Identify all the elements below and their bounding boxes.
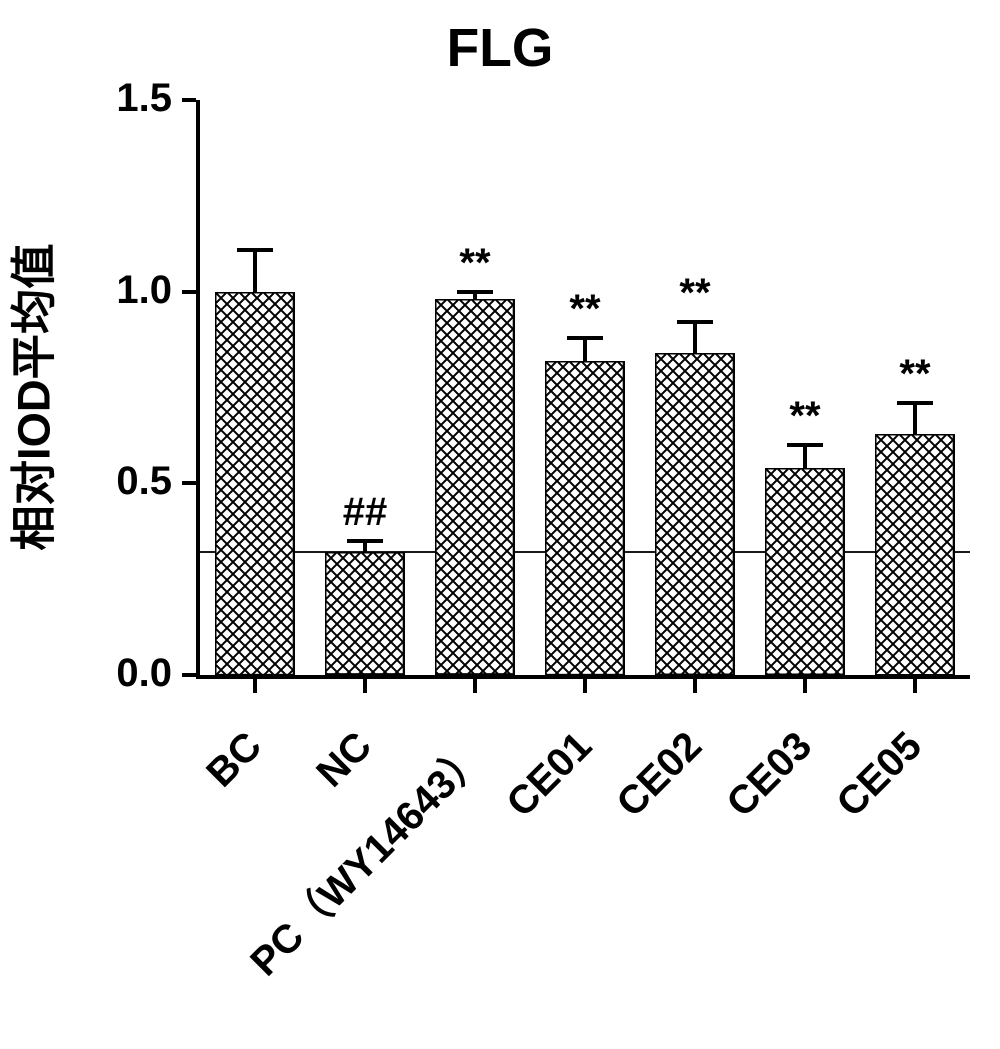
error-cap [347, 539, 383, 543]
significance-label: ** [525, 287, 645, 332]
bar [215, 292, 294, 675]
significance-label: ** [635, 271, 755, 316]
x-tick [803, 679, 807, 693]
significance-label: ** [745, 394, 865, 439]
bar [875, 434, 954, 676]
plot-area: 0.00.51.01.5 ##********** BCNCPC（WY14643… [200, 100, 970, 675]
figure-root: FLG 相对IOD平均值 0.00.51.01.5 ##********** B… [0, 0, 1000, 971]
y-axis-line [196, 100, 200, 679]
error-cap [237, 248, 273, 252]
x-tick [253, 679, 257, 693]
y-axis-label: 相对IOD平均值 [0, 109, 63, 684]
x-tick [913, 679, 917, 693]
bar [765, 468, 844, 675]
x-tick [473, 679, 477, 693]
y-tick-label: 1.5 [52, 76, 172, 121]
bar [325, 552, 404, 675]
error-bar [693, 322, 697, 353]
y-tick-label: 0.5 [52, 459, 172, 504]
bar [655, 353, 734, 675]
y-tick-label: 1.0 [52, 268, 172, 313]
error-bar [253, 250, 257, 292]
error-cap [897, 401, 933, 405]
y-tick [182, 98, 196, 102]
bar [545, 361, 624, 675]
bar [435, 299, 514, 675]
error-bar [583, 338, 587, 361]
error-cap [787, 443, 823, 447]
y-tick [182, 290, 196, 294]
y-tick [182, 673, 196, 677]
error-bar [803, 445, 807, 468]
x-tick [583, 679, 587, 693]
error-cap [567, 336, 603, 340]
significance-label: ** [855, 352, 975, 397]
x-tick [363, 679, 367, 693]
y-tick-label: 0.0 [52, 651, 172, 696]
chart-title: FLG [0, 18, 1000, 79]
significance-label: ** [415, 241, 535, 286]
significance-label: ## [305, 490, 425, 535]
error-cap [457, 290, 493, 294]
error-bar [913, 403, 917, 434]
x-tick [693, 679, 697, 693]
y-tick [182, 481, 196, 485]
error-cap [677, 320, 713, 324]
